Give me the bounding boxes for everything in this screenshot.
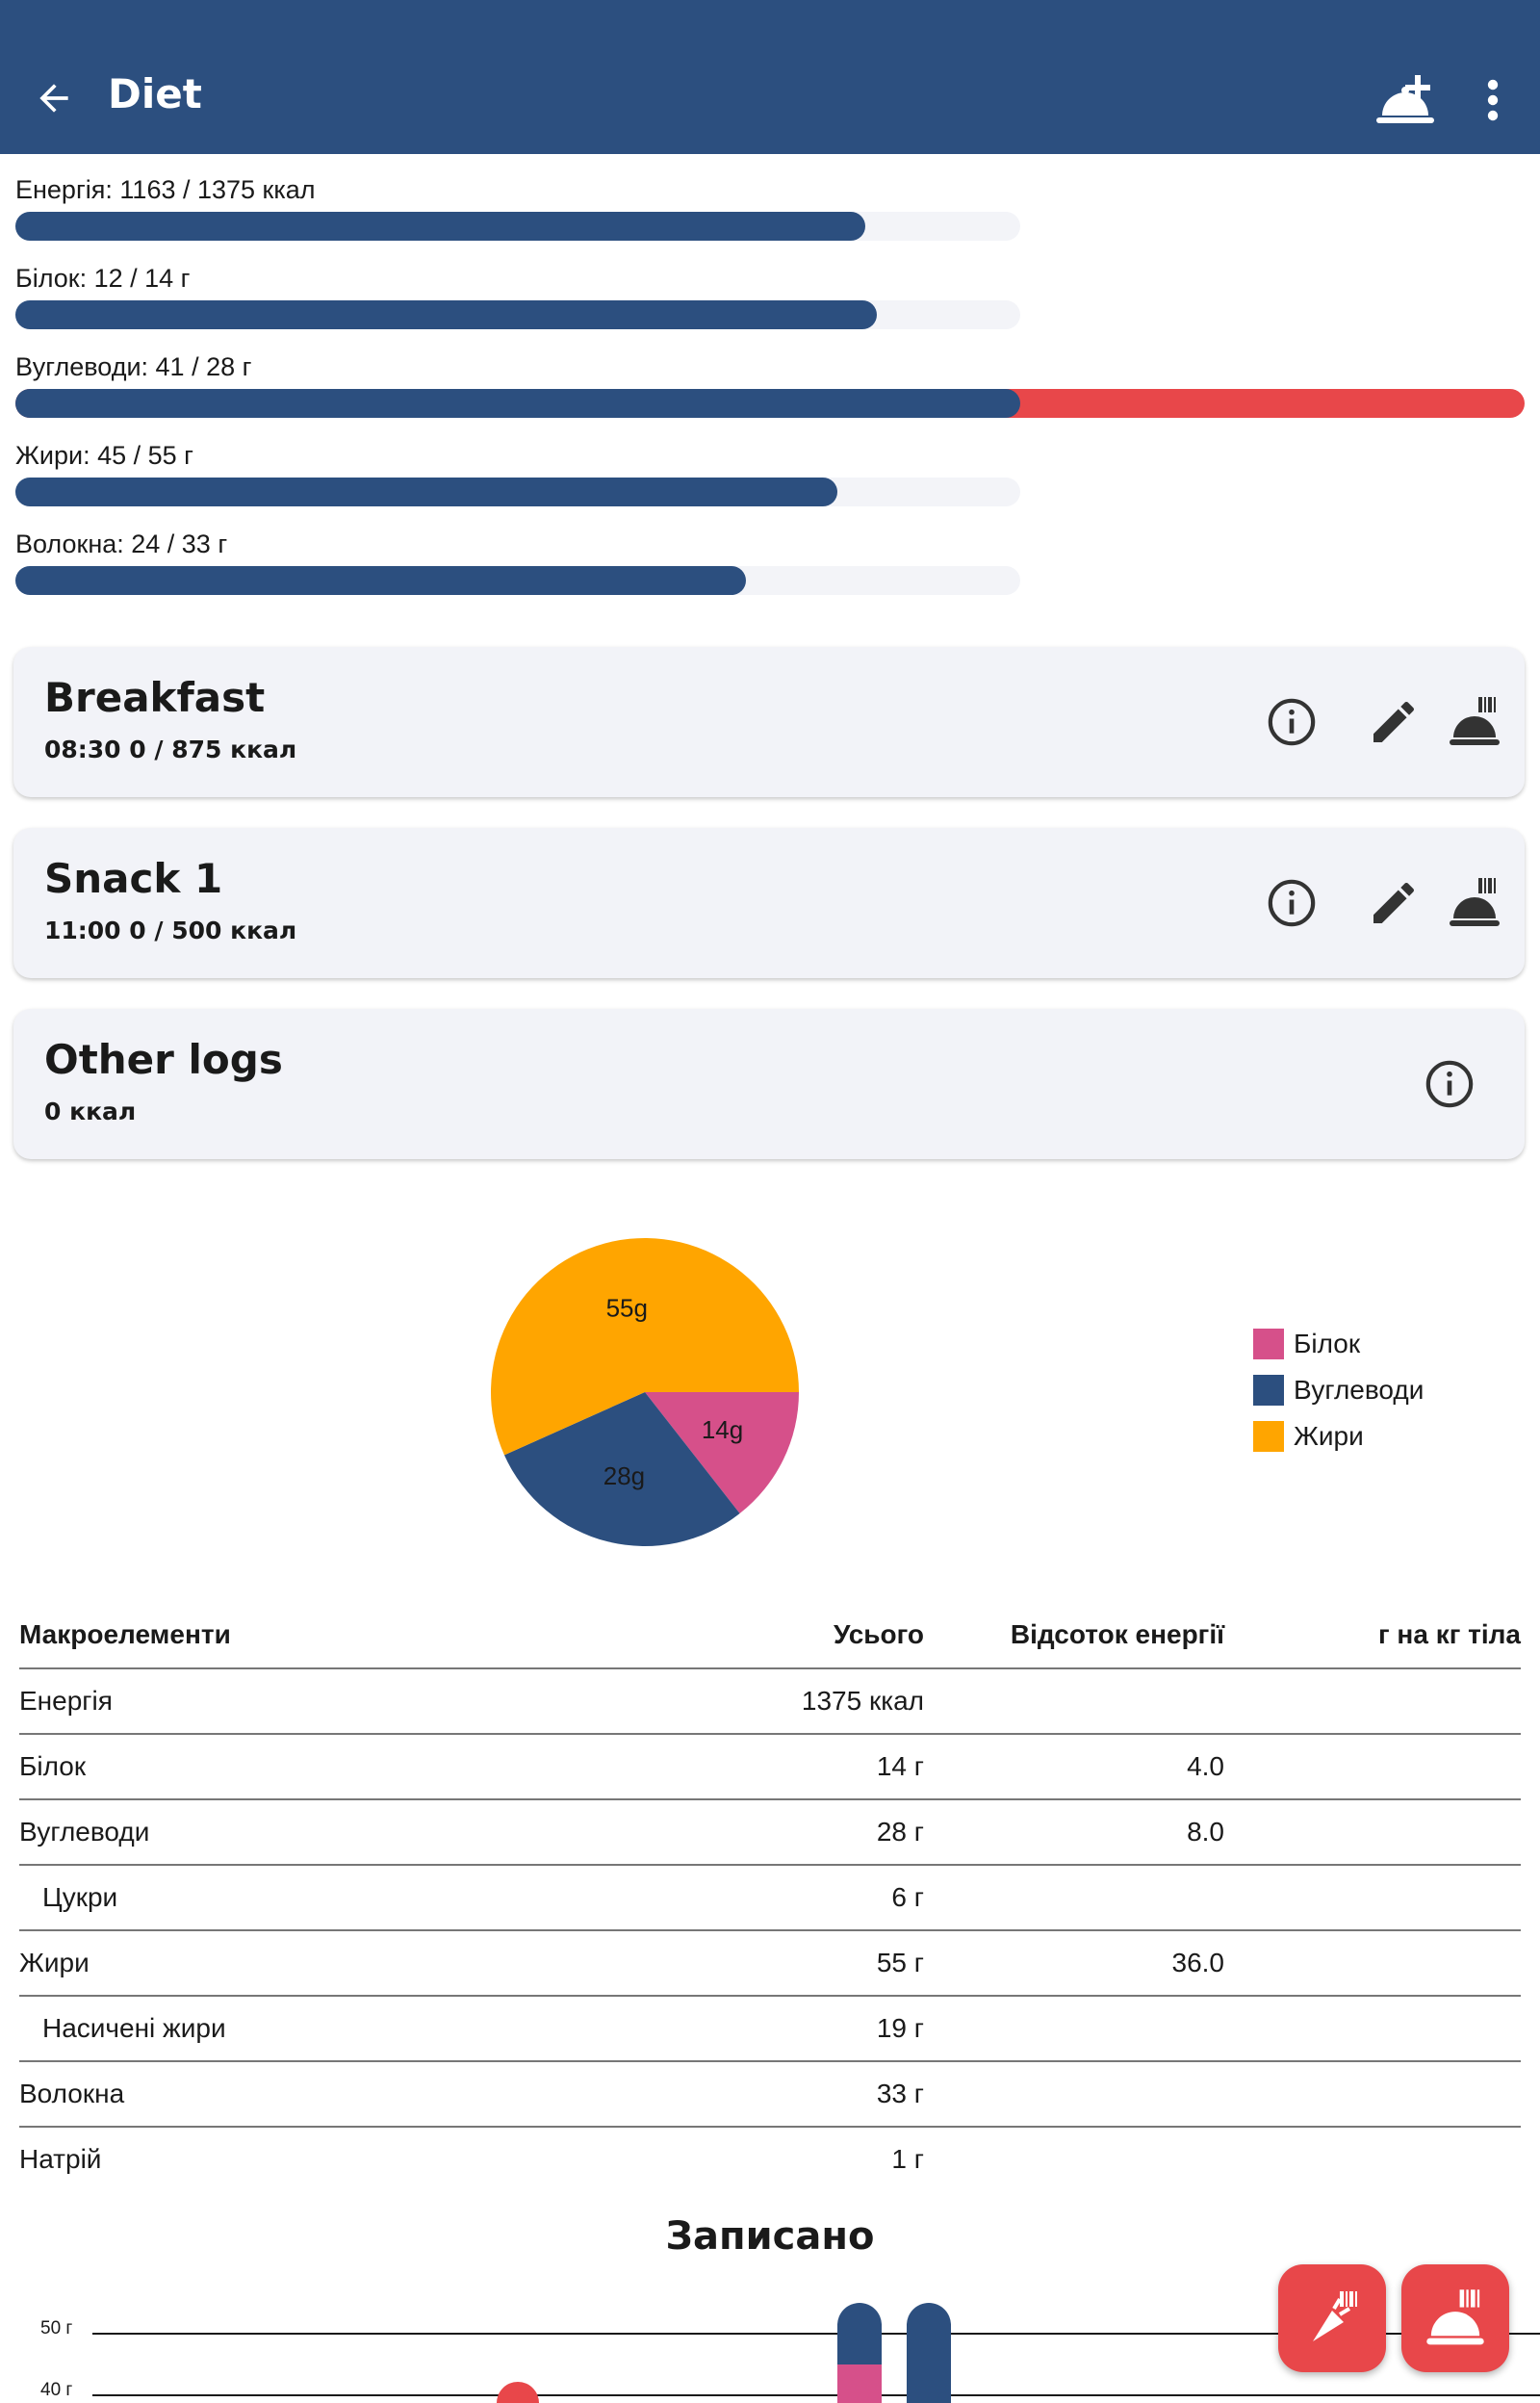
pie-label-carbs: 28g [603, 1461, 645, 1490]
legend-item-fat: Жири [1253, 1413, 1424, 1460]
meal-subtitle: 11:00 0 / 500 ккал [44, 917, 297, 944]
edit-icon[interactable] [1367, 695, 1421, 749]
meal-card-snack[interactable]: Snack 1 11:00 0 / 500 ккал [13, 828, 1525, 978]
table-row: Енергія 1375 ккал [19, 1668, 1521, 1735]
macro-pie-chart: 14g 28g 55g [491, 1238, 799, 1546]
macro-carbs-label: Вуглеводи: 41 / 28 г [15, 352, 252, 381]
pie-slice-carbs [503, 1392, 740, 1546]
table-row: Натрій 1 г [19, 2144, 924, 2174]
meal-title: Other logs [44, 1036, 283, 1083]
info-icon[interactable] [1265, 876, 1319, 930]
fat-progress-bar [15, 478, 837, 506]
recorded-title: Записано [665, 2214, 875, 2259]
pie-label-fat: 55g [606, 1293, 648, 1322]
meal-barcode-icon [1426, 2289, 1484, 2345]
info-icon[interactable] [1423, 1057, 1476, 1111]
y-tick-label: 50 г [40, 2318, 72, 2338]
y-tick-label: 40 г [40, 2380, 72, 2400]
pie-legend: Білок Вуглеводи Жири [1253, 1321, 1424, 1460]
table-row: Насичені жири 19 г [19, 1996, 1521, 2062]
meal-barcode-icon[interactable] [1448, 876, 1502, 930]
table-row: Волокна 33 г [19, 2061, 1521, 2128]
meal-card-other-logs[interactable]: Other logs 0 ккал [13, 1009, 1525, 1159]
app-bar: Diet [0, 0, 1540, 154]
recorded-bar [907, 2303, 951, 2403]
recorded-bar-segment [837, 2364, 882, 2403]
meal-card-breakfast[interactable]: Breakfast 08:30 0 / 875 ккал [13, 647, 1525, 797]
macro-fiber: Волокна: 24 / 33 г [15, 528, 1525, 595]
carbs-progress-bar [15, 389, 1020, 418]
macro-fat: Жири: 45 / 55 г [15, 439, 1525, 506]
table-header: Макроелементи Усього Відсоток енергії г на … [19, 1602, 1521, 1669]
table-row: Вуглеводи 28 г 8.0 [19, 1799, 1521, 1866]
macro-energy: Енергія: 1163 / 1375 ккал [15, 173, 1525, 241]
pie-slice-protein [645, 1392, 799, 1514]
add-food-fab[interactable] [1278, 2264, 1386, 2372]
page-title: Diet [108, 70, 202, 117]
macro-fat-label: Жири: 45 / 55 г [15, 441, 194, 470]
more-vert-icon[interactable] [1484, 77, 1502, 123]
macro-protein-label: Білок: 12 / 14 г [15, 264, 191, 293]
macro-table: Макроелементи Усього Відсоток енергії г на … [19, 1602, 1521, 2191]
legend-item-carbs: Вуглеводи [1253, 1367, 1424, 1413]
info-icon[interactable] [1265, 695, 1319, 749]
fiber-progress-bar [15, 566, 746, 595]
protein-progress-bar [15, 300, 877, 329]
meal-barcode-icon[interactable] [1448, 695, 1502, 749]
table-row: Жири 55 г 36.0 [19, 1930, 1521, 1997]
pie-slice-fat [491, 1238, 799, 1456]
recorded-point [497, 2382, 539, 2403]
macro-energy-label: Енергія: 1163 / 1375 ккал [15, 175, 316, 204]
energy-progress-bar [15, 212, 865, 241]
macro-fiber-label: Волокна: 24 / 33 г [15, 530, 228, 558]
edit-icon[interactable] [1367, 876, 1421, 930]
meal-subtitle: 0 ккал [44, 1098, 137, 1125]
meal-title: Snack 1 [44, 855, 223, 902]
meal-title: Breakfast [44, 674, 266, 721]
macro-protein: Білок: 12 / 14 г [15, 262, 1525, 329]
add-meal-fab[interactable] [1401, 2264, 1509, 2372]
pie-label-protein: 14g [702, 1415, 743, 1444]
legend-item-protein: Білок [1253, 1321, 1424, 1367]
table-row: Білок 14 г 4.0 [19, 1734, 1521, 1800]
macro-carbs: Вуглеводи: 41 / 28 г [15, 350, 1525, 418]
arrow-left-icon[interactable] [33, 77, 75, 119]
add-meal-icon[interactable] [1374, 73, 1436, 127]
meal-subtitle: 08:30 0 / 875 ккал [44, 736, 297, 763]
table-row: Цукри 6 г [19, 1865, 1521, 1931]
carrot-barcode-icon [1313, 2291, 1357, 2341]
